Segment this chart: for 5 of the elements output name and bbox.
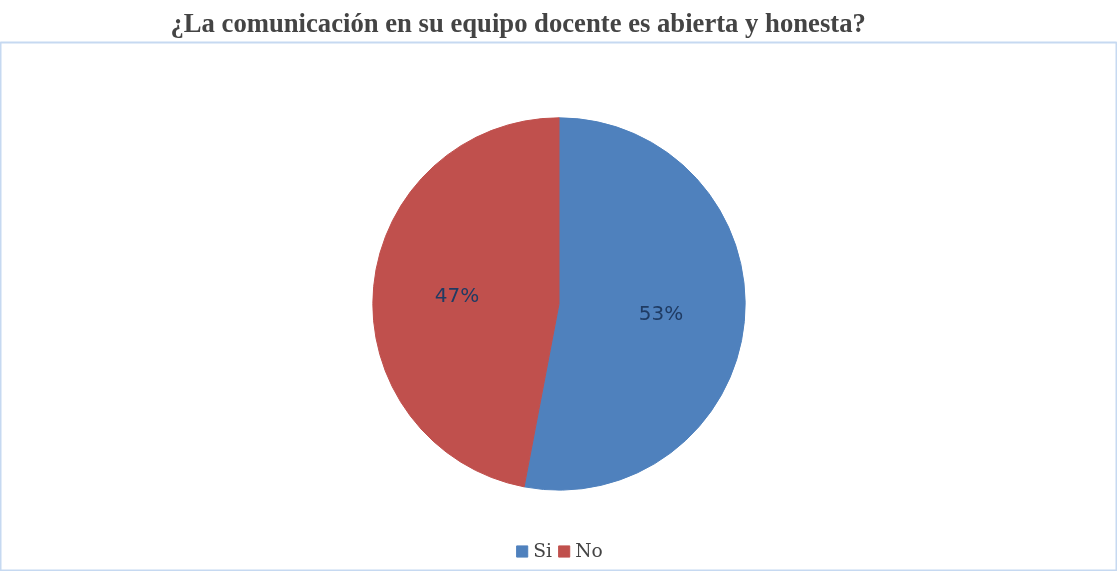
chart-title: ¿La comunicación en su equipo docente es abierta y honesta? <box>170 7 866 38</box>
legend-label: Si <box>533 540 553 561</box>
data-label: 53% <box>638 300 684 325</box>
data-label: 47% <box>434 283 480 308</box>
legend-label: No <box>575 540 603 561</box>
